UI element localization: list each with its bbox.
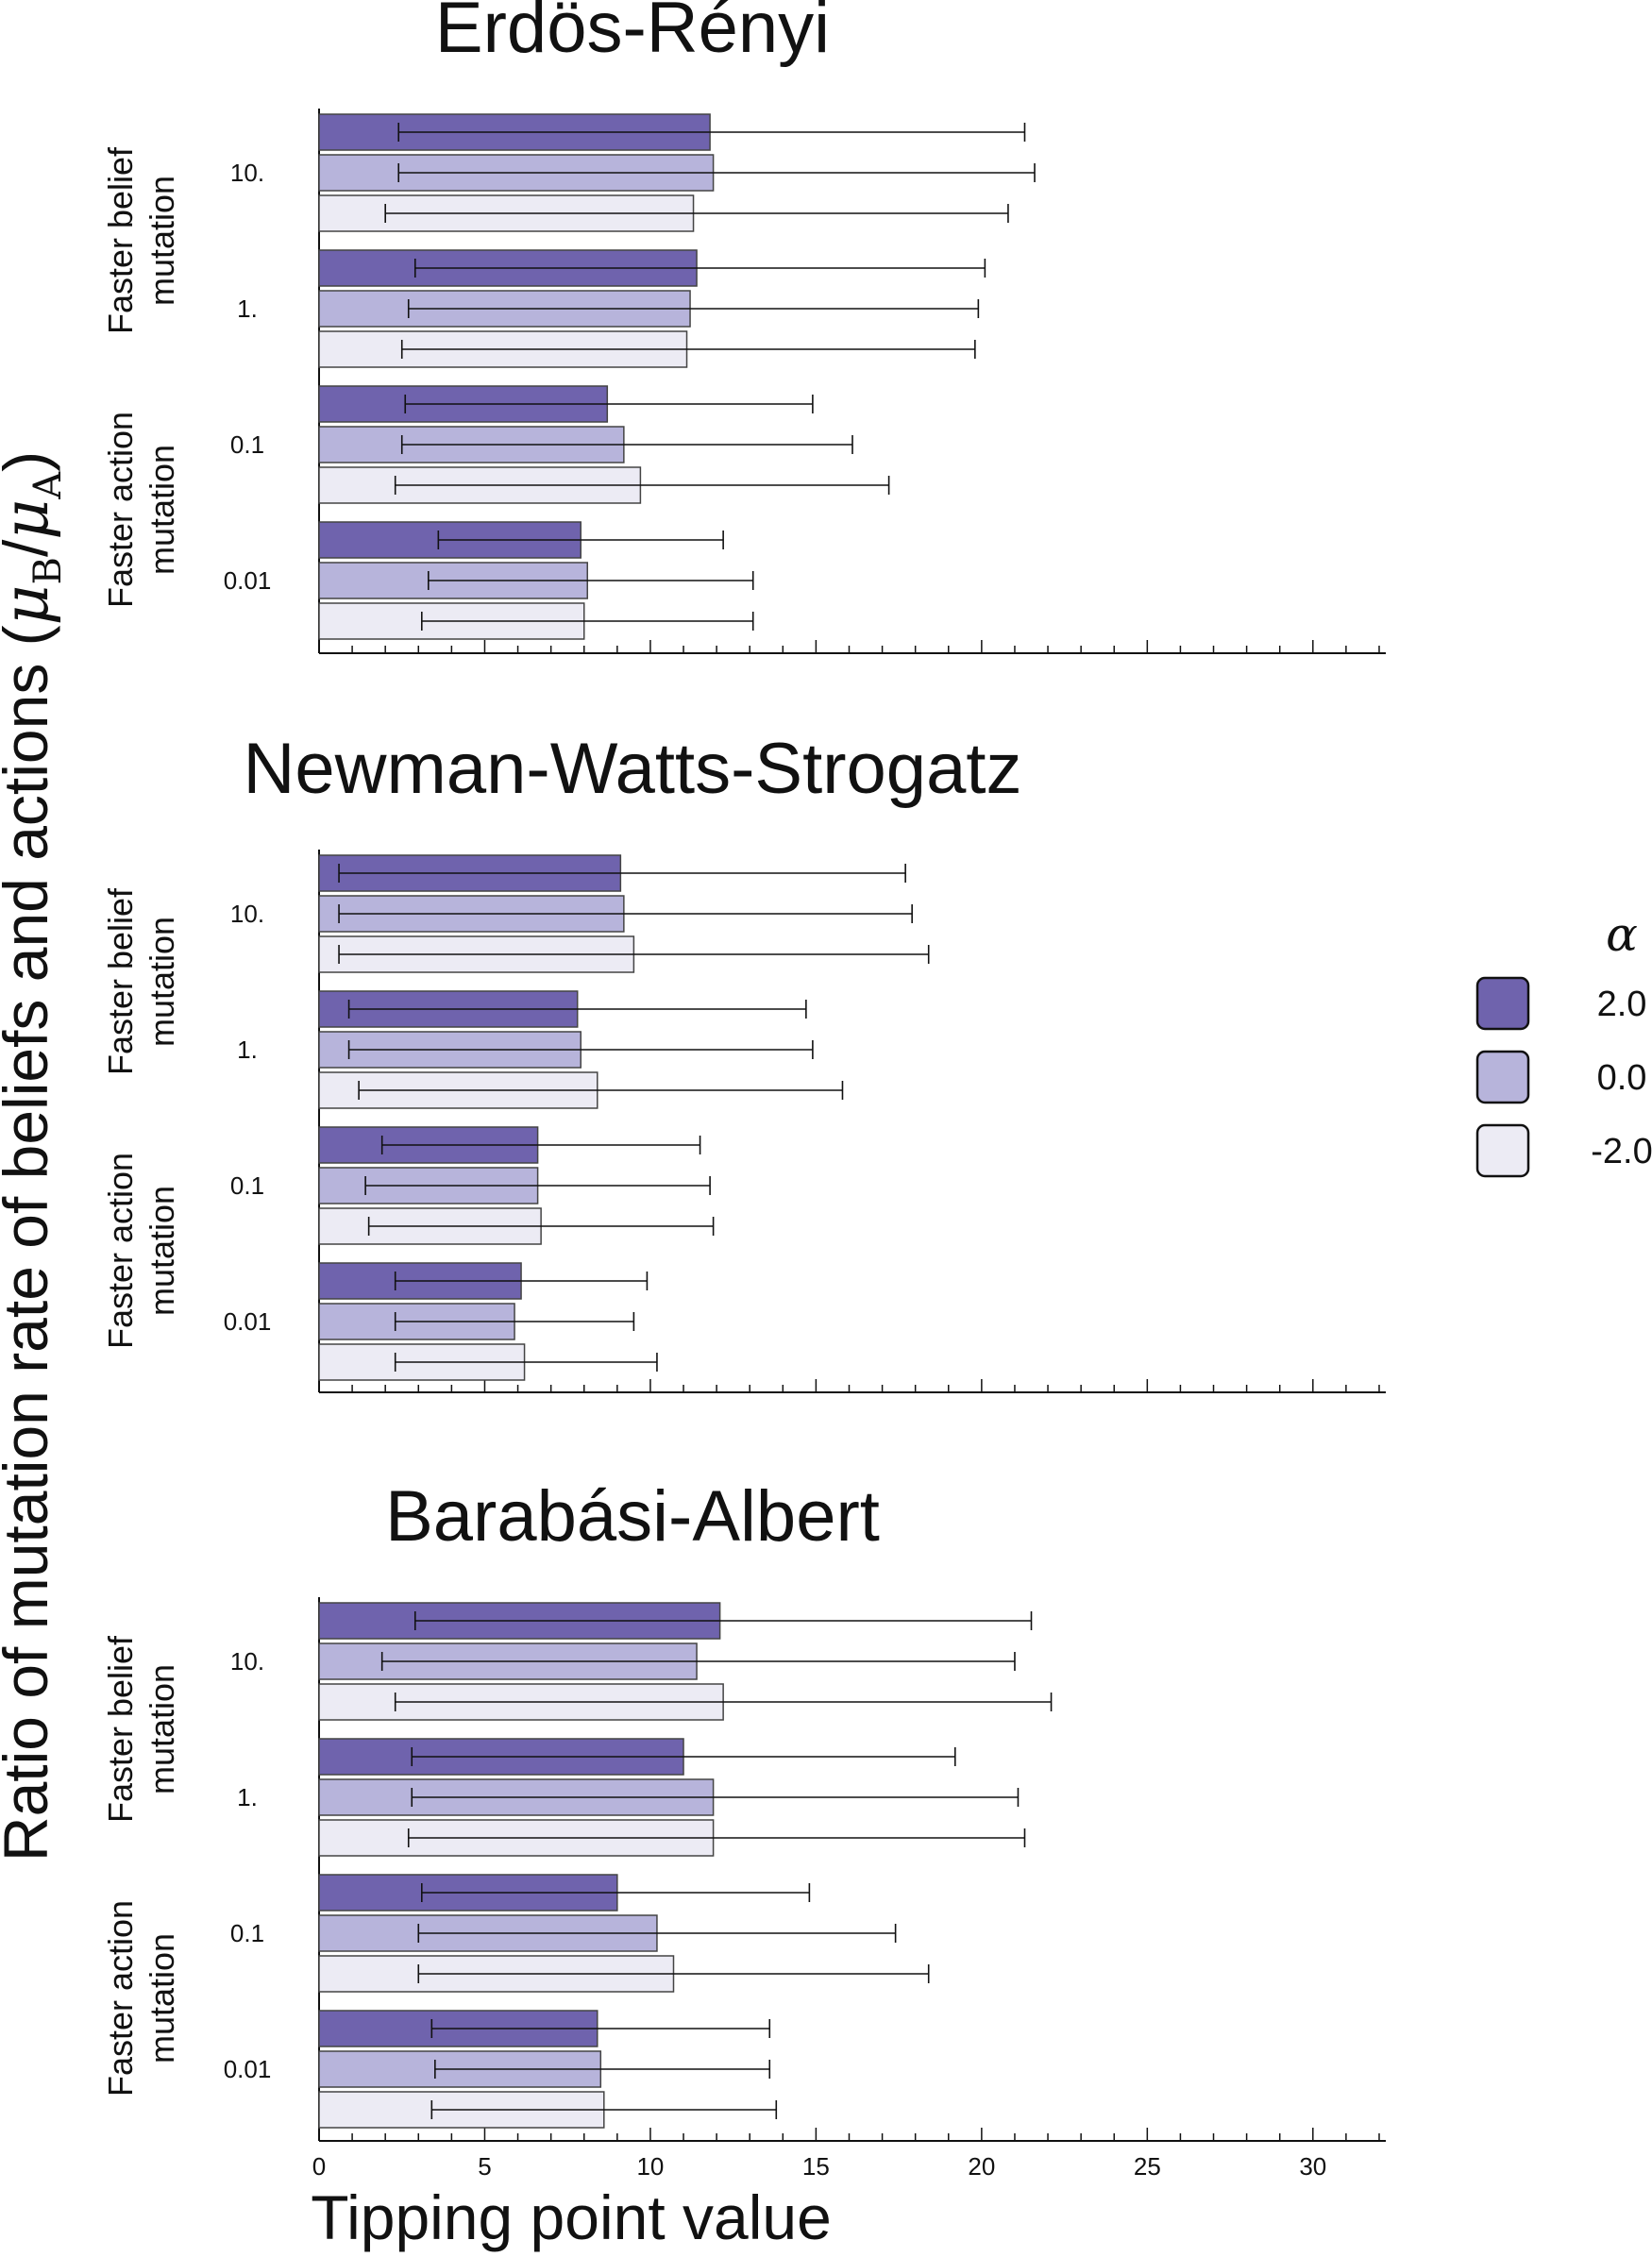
panel-title: Erdös-Rényi	[435, 0, 830, 68]
group-label-faster_action: Faster actionmutation	[101, 1900, 181, 2097]
category-label: 10.	[230, 900, 264, 928]
group-label-line: Faster belief	[101, 1635, 140, 1823]
legend-swatch	[1475, 976, 1530, 1031]
group-label-faster_belief: Faster beliefmutation	[101, 887, 181, 1075]
category-label: 1.	[237, 1783, 258, 1811]
group-label-line: mutation	[143, 1186, 181, 1316]
panel-title: Barabási-Albert	[385, 1476, 880, 1557]
panel-2: Barabási-Albert 10. 1. 0.1 0.01 Faster belief…	[101, 1476, 1386, 2142]
category-label: 0.01	[224, 1307, 272, 1336]
y-axis-label: Ratio of mutation rate of beliefs and ac…	[0, 451, 70, 1861]
group-label-line: mutation	[143, 176, 181, 306]
group-label-faster_action: Faster actionmutation	[101, 1153, 181, 1349]
x-axis-layer: 0 5 10 15 20 25 30	[312, 2152, 1326, 2181]
legend-label: 0.0	[1597, 1058, 1647, 1098]
x-tick-label: 10	[636, 2152, 664, 2181]
ylabel-slash: /	[0, 539, 60, 557]
category-label: 0.1	[230, 1171, 264, 1200]
x-axis-label: Tipping point value	[311, 2182, 832, 2252]
ylabel-prefix: Ratio of mutation rate of beliefs and ac…	[0, 625, 60, 1861]
legend-label: 2.0	[1597, 985, 1647, 1024]
group-label-faster_action: Faster actionmutation	[101, 412, 181, 608]
ylabel-mu: μ	[0, 499, 62, 540]
category-label: 0.01	[224, 2055, 272, 2083]
category-label: 0.1	[230, 1919, 264, 1947]
category-label: 0.01	[224, 566, 272, 595]
group-label-line: mutation	[143, 917, 181, 1047]
category-label: 0.1	[230, 430, 264, 459]
category-label: 10.	[230, 1647, 264, 1676]
group-label-line: mutation	[143, 1664, 181, 1794]
group-label-line: mutation	[143, 1933, 181, 2063]
legend: α 2.0 0.0 -2.0	[1475, 907, 1652, 1178]
group-label-line: Faster belief	[101, 887, 140, 1075]
legend-title: α	[1606, 907, 1638, 962]
group-label-faster_belief: Faster beliefmutation	[101, 1635, 181, 1823]
ylabel-sub-b: B	[26, 557, 70, 584]
panel-1: Newman-Watts-Strogatz 10. 1. 0.1 0.01 Faster …	[101, 729, 1386, 1393]
legend-swatch	[1475, 1123, 1530, 1178]
group-label-line: Faster action	[101, 412, 140, 608]
x-tick-label: 20	[968, 2152, 995, 2181]
group-label-line: Faster belief	[101, 146, 140, 334]
x-tick-label: 15	[802, 2152, 830, 2181]
group-label-line: Faster action	[101, 1900, 140, 2097]
group-label-faster_belief: Faster beliefmutation	[101, 146, 181, 334]
category-label: 1.	[237, 1036, 258, 1064]
x-tick-label: 0	[312, 2152, 326, 2181]
legend-swatch	[1475, 1050, 1530, 1104]
group-label-line: Faster action	[101, 1153, 140, 1349]
x-tick-label: 5	[478, 2152, 491, 2181]
category-label: 1.	[237, 295, 258, 323]
category-label: 10.	[230, 159, 264, 187]
panel-title: Newman-Watts-Strogatz	[244, 729, 1022, 809]
x-tick-label: 25	[1134, 2152, 1161, 2181]
ylabel-close: )	[0, 451, 60, 472]
x-tick-label: 30	[1299, 2152, 1326, 2181]
group-label-line: mutation	[143, 445, 181, 575]
ylabel-sub-a: A	[26, 471, 70, 500]
legend-label: -2.0	[1591, 1132, 1652, 1171]
ylabel-mu: μ	[0, 584, 62, 625]
